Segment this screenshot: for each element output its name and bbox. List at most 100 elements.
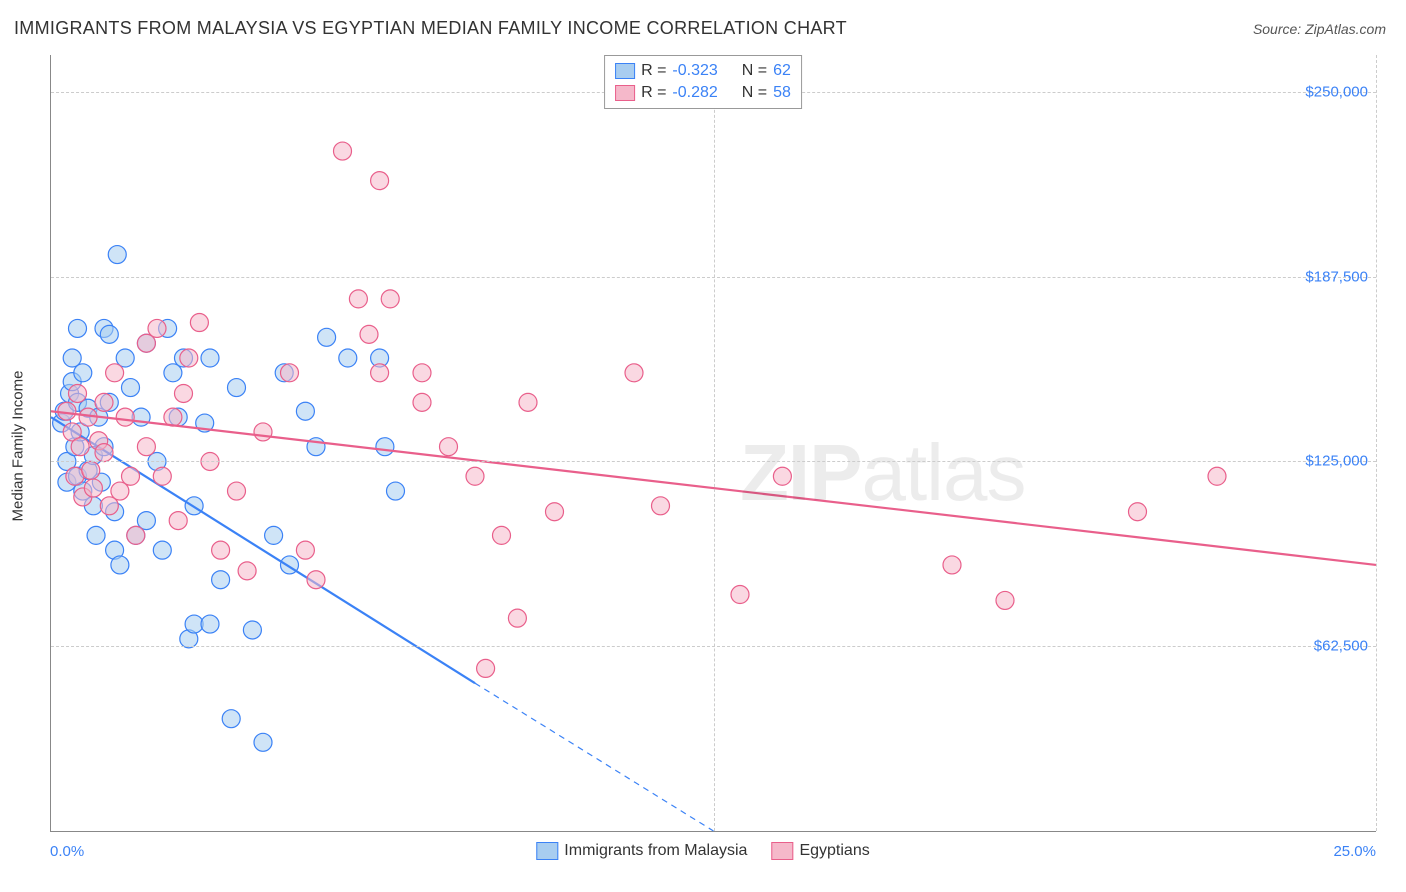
stats-row: R = -0.282 N = 58 — [615, 82, 791, 104]
scatter-point — [180, 349, 198, 367]
scatter-point — [169, 512, 187, 530]
scatter-point — [228, 482, 246, 500]
scatter-point — [307, 571, 325, 589]
scatter-point — [137, 438, 155, 456]
scatter-point — [334, 142, 352, 160]
scatter-point — [127, 526, 145, 544]
scatter-point — [652, 497, 670, 515]
scatter-point — [69, 319, 87, 337]
scatter-point — [122, 379, 140, 397]
scatter-point — [381, 290, 399, 308]
scatter-point — [413, 364, 431, 382]
series-legend: Immigrants from Malaysia Egyptians — [536, 842, 869, 860]
gridline-v — [714, 55, 715, 831]
scatter-point — [84, 479, 102, 497]
y-tick-label: $250,000 — [1305, 83, 1368, 100]
stat-r-value: -0.282 — [672, 84, 717, 102]
stat-label: N = — [742, 84, 767, 102]
scatter-point — [265, 526, 283, 544]
x-tick-label: 25.0% — [1333, 843, 1376, 860]
scatter-point — [243, 621, 261, 639]
scatter-point — [116, 408, 134, 426]
scatter-point — [254, 733, 272, 751]
y-tick-label: $125,000 — [1305, 453, 1368, 470]
plot-area: ZIPatlas $62,500$125,000$187,500$250,000 — [50, 55, 1376, 832]
scatter-point — [1129, 503, 1147, 521]
scatter-point — [71, 438, 89, 456]
y-tick-label: $187,500 — [1305, 268, 1368, 285]
scatter-point — [153, 467, 171, 485]
scatter-point — [212, 541, 230, 559]
scatter-point — [201, 615, 219, 633]
legend-swatch — [615, 85, 635, 101]
stat-label: R = — [641, 84, 666, 102]
scatter-point — [371, 364, 389, 382]
scatter-point — [108, 246, 126, 264]
scatter-point — [175, 384, 193, 402]
scatter-point — [466, 467, 484, 485]
trend-line-dashed — [475, 683, 714, 831]
stat-n-value: 62 — [773, 62, 791, 80]
scatter-point — [87, 526, 105, 544]
scatter-point — [296, 541, 314, 559]
scatter-point — [387, 482, 405, 500]
scatter-point — [190, 314, 208, 332]
scatter-point — [943, 556, 961, 574]
scatter-point — [349, 290, 367, 308]
stat-label: R = — [641, 62, 666, 80]
scatter-point — [996, 591, 1014, 609]
scatter-point — [254, 423, 272, 441]
scatter-point — [519, 393, 537, 411]
scatter-point — [122, 467, 140, 485]
scatter-point — [625, 364, 643, 382]
legend-label: Immigrants from Malaysia — [564, 842, 747, 860]
y-axis-title: Median Family Income — [10, 371, 27, 522]
stat-n-value: 58 — [773, 84, 791, 102]
scatter-point — [508, 609, 526, 627]
scatter-point — [339, 349, 357, 367]
scatter-point — [148, 319, 166, 337]
scatter-point — [1208, 467, 1226, 485]
chart-title: IMMIGRANTS FROM MALAYSIA VS EGYPTIAN MED… — [14, 18, 847, 39]
scatter-point — [318, 328, 336, 346]
scatter-point — [95, 393, 113, 411]
scatter-point — [164, 408, 182, 426]
scatter-point — [153, 541, 171, 559]
correlation-stats-box: R = -0.323 N = 62 R = -0.282 N = 58 — [604, 55, 802, 109]
scatter-point — [74, 364, 92, 382]
scatter-point — [95, 444, 113, 462]
scatter-point — [212, 571, 230, 589]
y-tick-label: $62,500 — [1314, 638, 1368, 655]
scatter-point — [493, 526, 511, 544]
scatter-point — [106, 364, 124, 382]
scatter-point — [228, 379, 246, 397]
scatter-point — [773, 467, 791, 485]
legend-item: Egyptians — [771, 842, 869, 860]
scatter-point — [201, 349, 219, 367]
scatter-point — [69, 384, 87, 402]
scatter-point — [58, 402, 76, 420]
scatter-point — [100, 325, 118, 343]
x-tick-label: 0.0% — [50, 843, 84, 860]
stat-r-value: -0.323 — [672, 62, 717, 80]
scatter-point — [477, 659, 495, 677]
scatter-point — [296, 402, 314, 420]
legend-label: Egyptians — [799, 842, 869, 860]
scatter-point — [413, 393, 431, 411]
legend-swatch — [615, 63, 635, 79]
stat-label: N = — [742, 62, 767, 80]
scatter-point — [440, 438, 458, 456]
scatter-point — [238, 562, 256, 580]
scatter-point — [371, 172, 389, 190]
scatter-point — [360, 325, 378, 343]
scatter-point — [82, 461, 100, 479]
stats-row: R = -0.323 N = 62 — [615, 60, 791, 82]
gridline-v — [1376, 55, 1377, 831]
scatter-point — [546, 503, 564, 521]
scatter-point — [66, 467, 84, 485]
legend-swatch — [536, 842, 558, 860]
scatter-point — [281, 364, 299, 382]
scatter-point — [111, 556, 129, 574]
legend-swatch — [771, 842, 793, 860]
source-attribution: Source: ZipAtlas.com — [1253, 21, 1386, 37]
